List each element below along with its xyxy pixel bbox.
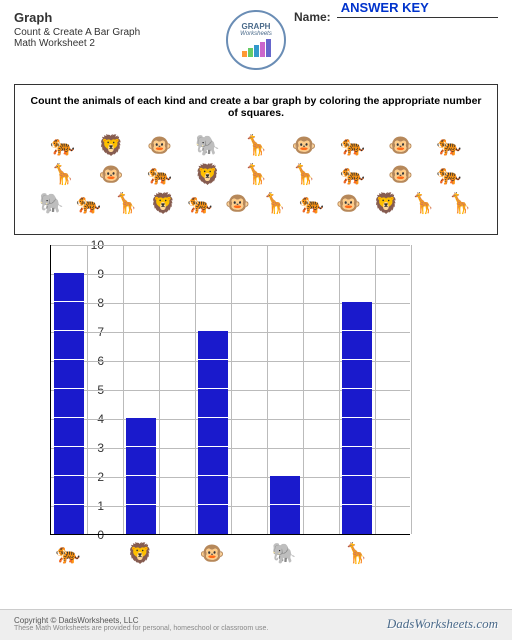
footer-logo: DadsWorksheets.com	[387, 616, 498, 632]
grid-line-v	[87, 245, 88, 534]
animal-icon: 🦒	[411, 191, 436, 216]
animal-icon: 🐅	[340, 133, 365, 158]
grid-line-v	[411, 245, 412, 534]
name-line: ANSWER KEY	[337, 17, 498, 18]
page-subtitle2: Math Worksheet 2	[14, 38, 218, 49]
animal-icon: 🐵	[147, 133, 172, 158]
animal-icon: 🐵	[292, 133, 317, 158]
animal-icon: 🐅	[340, 162, 365, 187]
copyright: Copyright © DadsWorksheets, LLC	[14, 616, 387, 625]
animal-icon: 🦁	[151, 191, 176, 216]
animal-icon: 🐵	[99, 162, 124, 187]
animal-row: 🐘 🐅 🦒 🦁 🐅 🐵 🦒 🐅 🐵 🦁 🦒 🦒	[27, 191, 485, 216]
logo-bars	[242, 39, 271, 57]
animal-icon: 🐅	[50, 133, 75, 158]
animal-grid: 🐅🦁🐵🐘🦒🐵🐅🐵🐅🦒🐵🐅🦁🦒🦒🐅🐵🐅🐘🐅🦒🦁🐅🐵🦒🐅🐵🦁🦒🦒	[27, 133, 485, 216]
x-icon-cell: 🐵	[194, 541, 230, 566]
grid-line-v	[231, 245, 232, 534]
answer-key: ANSWER KEY	[341, 0, 429, 15]
animal-icon: 🦒	[114, 191, 139, 216]
animal-icon: 🐵	[388, 162, 413, 187]
bar	[126, 418, 156, 534]
animal-icon: 🐵	[388, 133, 413, 158]
animal-icon: 🦁	[195, 162, 220, 187]
grid-line-v	[339, 245, 340, 534]
grid-line-v	[267, 245, 268, 534]
animal-icon: 🐅	[437, 133, 462, 158]
animal-icon: 🦁	[99, 133, 124, 158]
bar	[198, 331, 228, 534]
x-icon-cell: 🦁	[122, 541, 158, 566]
x-icon-cell	[86, 541, 122, 566]
logo-text-2: Worksheets	[240, 31, 272, 37]
animal-icon: 🦁	[374, 191, 399, 216]
animal-icon: 🐘	[39, 191, 64, 216]
animal-icon: 🦒	[50, 162, 75, 187]
grid-line-v	[303, 245, 304, 534]
animal-icon: 🐅	[76, 191, 101, 216]
instruction-text: Count the animals of each kind and creat…	[27, 95, 485, 119]
footer-left: Copyright © DadsWorksheets, LLC These Ma…	[14, 616, 387, 632]
bar	[54, 273, 84, 534]
x-icon-cell: 🐅	[50, 541, 86, 566]
animal-icon: 🐅	[299, 191, 324, 216]
logo-bar	[254, 45, 259, 57]
animal-icon: 🦒	[244, 133, 269, 158]
grid-line-v	[123, 245, 124, 534]
logo-bar	[266, 39, 271, 57]
x-icon-cell: 🦒	[338, 541, 374, 566]
animal-icon: 🦒	[448, 191, 473, 216]
animal-icon: 🐵	[225, 191, 250, 216]
animal-icon: 🦒	[244, 162, 269, 187]
footer: Copyright © DadsWorksheets, LLC These Ma…	[0, 609, 512, 640]
x-axis-icons: 🐅 🦁 🐵 🐘 🦒	[50, 541, 410, 566]
animal-icon: 🐘	[195, 133, 220, 158]
animal-icon: 🦒	[292, 162, 317, 187]
animal-icon: 🐅	[437, 162, 462, 187]
bar	[342, 302, 372, 534]
x-icon-cell: 🐘	[266, 541, 302, 566]
instruction-box: Count the animals of each kind and creat…	[14, 84, 498, 235]
logo-bar	[242, 51, 247, 57]
logo-badge: GRAPH Worksheets	[226, 10, 286, 70]
animal-icon: 🐅	[188, 191, 213, 216]
name-label: Name:	[294, 10, 331, 24]
header: Graph Count & Create A Bar Graph Math Wo…	[0, 0, 512, 76]
x-icon-cell	[374, 541, 410, 566]
footer-sub: These Math Worksheets are provided for p…	[14, 625, 387, 632]
name-section: Name: ANSWER KEY	[294, 10, 498, 24]
page-title: Graph	[14, 10, 218, 25]
logo-bar	[260, 42, 265, 57]
x-icon-cell	[302, 541, 338, 566]
animal-icon: 🦒	[262, 191, 287, 216]
animal-row: 🐅 🦁 🐵 🐘 🦒 🐵 🐅 🐵 🐅	[27, 133, 485, 158]
logo-bar	[248, 48, 253, 57]
logo-text-1: GRAPH	[242, 23, 271, 31]
header-left: Graph Count & Create A Bar Graph Math Wo…	[14, 10, 218, 49]
chart-area: 012345678910 🐅🦁🐵🐘🦒	[50, 245, 472, 566]
grid-line-v	[159, 245, 160, 534]
x-icon-cell	[158, 541, 194, 566]
page-subtitle: Count & Create A Bar Graph	[14, 27, 218, 38]
animal-row: 🦒 🐵 🐅 🦁 🦒 🦒 🐅 🐵 🐅	[27, 162, 485, 187]
animal-icon: 🐵	[336, 191, 361, 216]
grid-line-v	[375, 245, 376, 534]
chart-grid	[50, 245, 410, 535]
x-icon-cell	[230, 541, 266, 566]
bar	[270, 476, 300, 534]
grid-line-v	[195, 245, 196, 534]
animal-icon: 🐅	[147, 162, 172, 187]
